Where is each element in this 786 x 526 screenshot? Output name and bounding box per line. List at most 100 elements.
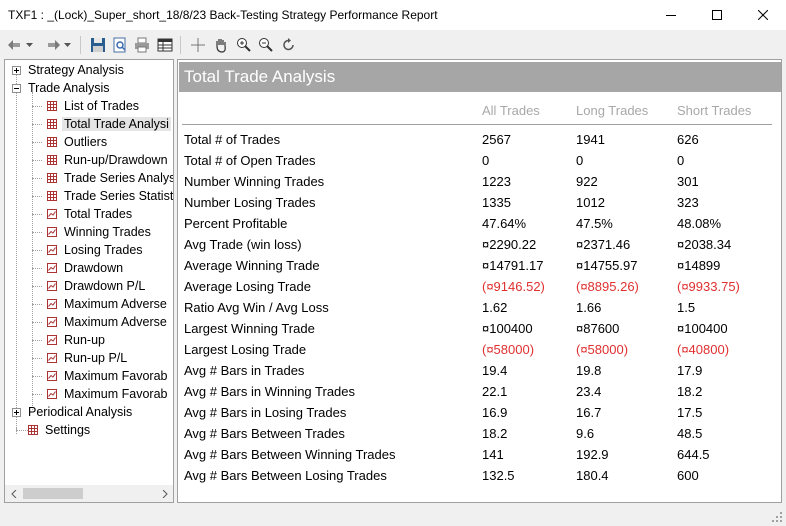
short-trades-value: 17.9 (677, 363, 703, 378)
report-tree-pane[interactable]: Strategy Analysis Trade Analysis List of… (4, 59, 174, 503)
tree-item[interactable]: Run-up (47, 331, 107, 349)
long-trades-value: 922 (576, 174, 598, 189)
table-view-button[interactable] (156, 36, 174, 54)
all-trades-value: 1.62 (482, 300, 508, 315)
table-row: Avg # Bars in Losing Trades 16.9 16.7 17.5 (184, 405, 774, 426)
zoom-in-icon (237, 38, 251, 52)
back-button[interactable] (6, 36, 24, 54)
tree-connector (32, 286, 42, 287)
all-trades-value: 47.64% (482, 216, 527, 231)
tree-item[interactable]: Run-up P/L (47, 349, 129, 367)
tree-item[interactable]: Trade Series Analys (47, 169, 173, 187)
tree-item[interactable]: Run-up/Drawdown (47, 151, 170, 169)
zoom-out-button[interactable] (257, 36, 275, 54)
tree-item[interactable]: Maximum Favorab (47, 367, 170, 385)
print-preview-button[interactable] (111, 36, 129, 54)
periodical-analysis-expander[interactable] (12, 408, 21, 417)
tree-connector (32, 178, 42, 179)
pane-splitter[interactable] (174, 59, 178, 503)
long-trades-value: 1.66 (576, 300, 602, 315)
tree-connector (32, 250, 42, 251)
tree-item[interactable]: Maximum Adverse (47, 295, 169, 313)
metric-label: Avg # Bars Between Trades (184, 426, 345, 441)
strategy-analysis-expander[interactable] (12, 66, 21, 75)
tree-item[interactable]: Maximum Adverse (47, 313, 169, 331)
metric-label: Average Winning Trade (184, 258, 320, 273)
tree-item[interactable]: Winning Trades (47, 223, 153, 241)
scroll-thumb[interactable] (23, 488, 83, 499)
long-trades-value: 180.4 (576, 468, 609, 483)
metric-label: Number Winning Trades (184, 174, 325, 189)
chart-icon (47, 335, 57, 345)
tree-node-trade-analysis[interactable]: Trade Analysis (26, 79, 112, 97)
long-trades-value: ¤87600 (576, 321, 620, 336)
tree-node-label: Settings (45, 423, 91, 437)
print-preview-icon (113, 37, 126, 53)
table-row: Largest Losing Trade (¤58000) (¤58000) (¤40… (184, 342, 774, 363)
tree-item[interactable]: Losing Trades (47, 241, 145, 259)
zoom-in-button[interactable] (235, 36, 253, 54)
tree-item[interactable]: Drawdown (47, 259, 125, 277)
table-row: Total # of Trades 2567 1941 626 (184, 132, 774, 153)
scroll-left-button[interactable] (5, 485, 22, 502)
tree-connector (16, 74, 17, 428)
tree-item[interactable]: Total Trades (47, 205, 134, 223)
tree-horizontal-scrollbar[interactable] (5, 485, 173, 502)
metric-label: Largest Winning Trade (184, 321, 315, 336)
table-row: Avg # Bars in Trades 19.4 19.8 17.9 (184, 363, 774, 384)
tree-item-label: Trade Series Statist (64, 189, 174, 203)
tree-node-strategy-analysis[interactable]: Strategy Analysis (26, 61, 126, 79)
tree-connector (32, 394, 42, 395)
tree-connector (32, 196, 42, 197)
tree-connector (32, 160, 42, 161)
reset-zoom-button[interactable] (280, 36, 298, 54)
crosshair-button[interactable] (189, 36, 207, 54)
all-trades-value: 16.9 (482, 405, 508, 420)
report-pane: Total Trade Analysis All Trades Long Tra… (177, 59, 782, 503)
all-trades-value: 132.5 (482, 468, 515, 483)
forward-button[interactable] (44, 36, 62, 54)
close-button[interactable] (740, 0, 786, 30)
chevron-right-icon (162, 489, 168, 498)
tree-item-label: Run-up (64, 333, 105, 347)
chart-icon (47, 317, 57, 327)
all-trades-value: 19.4 (482, 363, 508, 378)
tree-node-settings[interactable]: Settings (28, 421, 92, 439)
tree-item[interactable]: Trade Series Statist (47, 187, 174, 205)
all-trades-value: 2567 (482, 132, 511, 147)
tree-item-label: Total Trades (64, 207, 133, 221)
forward-dropdown-button[interactable] (62, 36, 72, 54)
back-dropdown-button[interactable] (24, 36, 34, 54)
tree-item-label: Maximum Adverse (64, 315, 167, 329)
hand-button[interactable] (212, 36, 230, 54)
maximize-button[interactable] (694, 0, 740, 30)
chart-icon (47, 371, 57, 381)
all-trades-value: 141 (482, 447, 504, 462)
save-button[interactable] (89, 36, 107, 54)
long-trades-value: ¤2371.46 (576, 237, 631, 252)
tree-item[interactable]: Outliers (47, 133, 109, 151)
table-row: Percent Profitable 47.64% 47.5% 48.08% (184, 216, 774, 237)
maximize-icon (712, 10, 722, 20)
short-trades-value: 48.5 (677, 426, 703, 441)
tree-item[interactable]: Total Trade Analysi (47, 115, 171, 133)
report-tree[interactable]: Strategy Analysis Trade Analysis List of… (5, 60, 173, 484)
metric-label: Avg # Bars Between Losing Trades (184, 468, 387, 483)
close-icon (758, 10, 768, 20)
resize-grip-icon[interactable] (771, 511, 783, 523)
tree-item[interactable]: Maximum Favorab (47, 385, 170, 403)
tree-node-periodical-analysis[interactable]: Periodical Analysis (26, 403, 134, 421)
tree-item[interactable]: List of Trades (47, 97, 141, 115)
tree-item[interactable]: Drawdown P/L (47, 277, 147, 295)
minimize-button[interactable] (648, 0, 694, 30)
toolbar (0, 31, 786, 59)
tree-item-label: Run-up/Drawdown (64, 153, 168, 167)
trade-analysis-expander[interactable] (12, 84, 21, 93)
table-row: Number Winning Trades 1223 922 301 (184, 174, 774, 195)
scroll-right-button[interactable] (156, 485, 173, 502)
table-row: Total # of Open Trades 0 0 0 (184, 153, 774, 174)
metric-label: Avg Trade (win loss) (184, 237, 302, 252)
table-row: Largest Winning Trade ¤100400 ¤87600 ¤10040… (184, 321, 774, 342)
chart-icon (47, 263, 57, 273)
print-button[interactable] (133, 36, 151, 54)
